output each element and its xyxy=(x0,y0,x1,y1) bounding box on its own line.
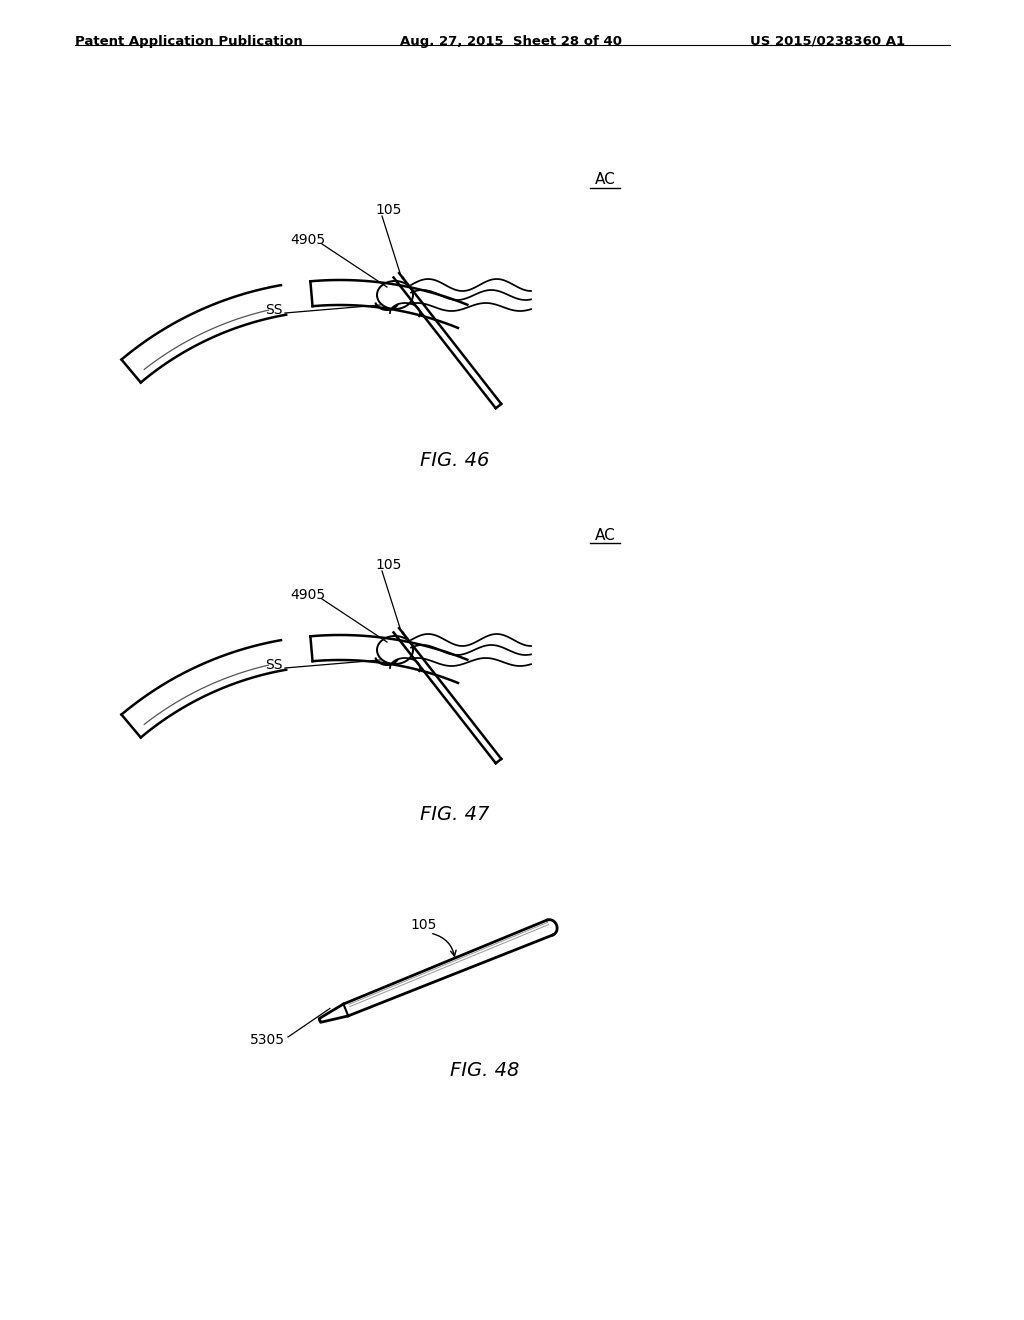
Text: AC: AC xyxy=(595,173,615,187)
Text: FIG. 48: FIG. 48 xyxy=(450,1060,519,1080)
Text: US 2015/0238360 A1: US 2015/0238360 A1 xyxy=(750,36,905,48)
Text: FIG. 46: FIG. 46 xyxy=(420,450,489,470)
Text: 4905: 4905 xyxy=(290,587,326,602)
Text: SS: SS xyxy=(265,304,283,317)
Text: 105: 105 xyxy=(375,203,401,216)
Text: 105: 105 xyxy=(375,558,401,572)
Text: SS: SS xyxy=(265,657,283,672)
Text: Patent Application Publication: Patent Application Publication xyxy=(75,36,303,48)
Text: 5305: 5305 xyxy=(250,1034,285,1047)
Text: FIG. 47: FIG. 47 xyxy=(420,805,489,825)
Text: 4905: 4905 xyxy=(290,234,326,247)
Text: 105: 105 xyxy=(410,917,436,932)
Text: AC: AC xyxy=(595,528,615,543)
Text: Aug. 27, 2015  Sheet 28 of 40: Aug. 27, 2015 Sheet 28 of 40 xyxy=(400,36,622,48)
